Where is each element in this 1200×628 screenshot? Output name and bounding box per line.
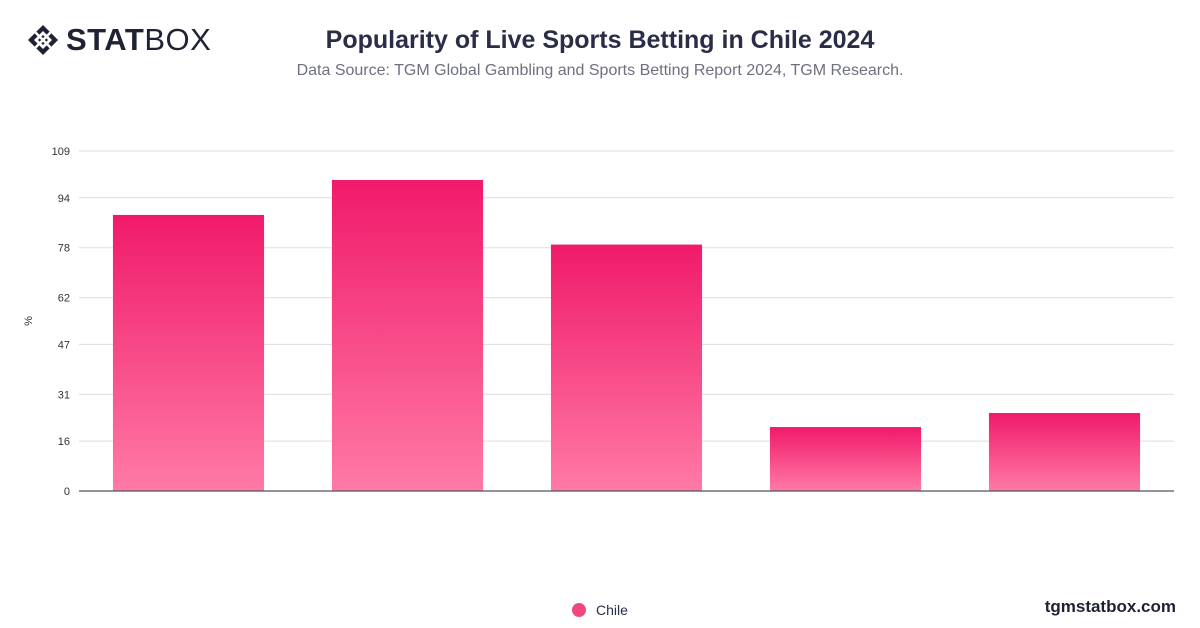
y-tick-label: 62 (58, 293, 70, 305)
y-tick-label: 0 (64, 486, 70, 498)
y-tick-label: 78 (58, 243, 70, 255)
y-tick-label: 16 (58, 436, 70, 448)
logo-text: STATBOX (66, 22, 211, 58)
y-tick-label: 94 (58, 193, 70, 205)
bar-chile-3[interactable] (550, 244, 703, 491)
bar-chile-4[interactable] (769, 427, 922, 491)
y-tick-label: 47 (58, 339, 70, 351)
bar-chile-2[interactable] (331, 180, 484, 492)
bar-chile-5[interactable] (988, 413, 1141, 491)
statbox-diamond-icon (28, 25, 58, 55)
y-axis-label: % (23, 316, 35, 326)
legend-label-chile: Chile (596, 602, 628, 618)
footer-site-link[interactable]: tgmstatbox.com (1044, 597, 1176, 616)
chart-subtitle: Data Source: TGM Global Gambling and Spo… (296, 62, 904, 79)
statbox-logo: STATBOX (26, 22, 211, 58)
logo-text-light: BOX (144, 22, 212, 57)
chart-title: Popularity of Live Sports Betting in Chi… (325, 26, 875, 54)
bars (112, 180, 1141, 492)
logo-text-strong: STAT (66, 22, 145, 57)
y-tick-label: 109 (52, 146, 70, 158)
legend[interactable]: Chile (572, 602, 628, 618)
y-tick-label: 31 (58, 389, 70, 401)
legend-swatch-chile (572, 603, 586, 617)
y-axis-ticks: 0 16 31 47 62 78 94 109 (52, 146, 70, 498)
bar-chile-1[interactable] (112, 214, 265, 492)
